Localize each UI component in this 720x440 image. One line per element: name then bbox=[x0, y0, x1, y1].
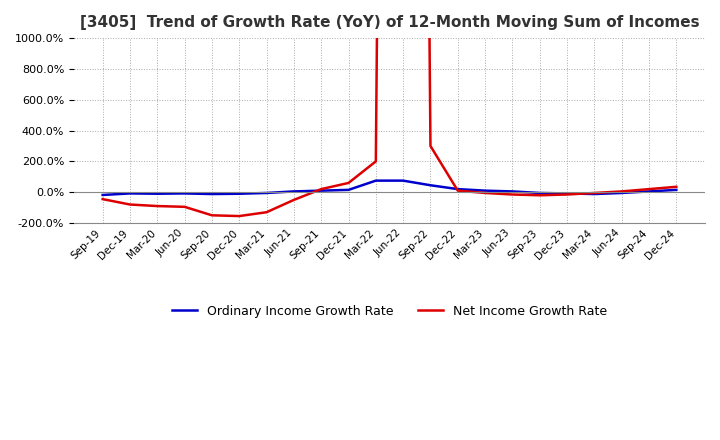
Net Income Growth Rate bbox=[289, 197, 298, 202]
Net Income Growth Rate bbox=[317, 187, 325, 192]
Ordinary Income Growth Rate bbox=[426, 183, 435, 188]
Net Income Growth Rate bbox=[99, 197, 107, 202]
Ordinary Income Growth Rate bbox=[454, 187, 462, 192]
Line: Net Income Growth Rate: Net Income Growth Rate bbox=[103, 0, 676, 216]
Ordinary Income Growth Rate bbox=[536, 191, 544, 196]
Ordinary Income Growth Rate bbox=[207, 191, 216, 197]
Net Income Growth Rate bbox=[262, 209, 271, 215]
Title: [3405]  Trend of Growth Rate (YoY) of 12-Month Moving Sum of Incomes: [3405] Trend of Growth Rate (YoY) of 12-… bbox=[80, 15, 699, 30]
Ordinary Income Growth Rate bbox=[563, 191, 572, 196]
Ordinary Income Growth Rate bbox=[126, 191, 135, 196]
Ordinary Income Growth Rate bbox=[289, 189, 298, 194]
Net Income Growth Rate bbox=[454, 188, 462, 193]
Ordinary Income Growth Rate bbox=[372, 178, 380, 183]
Net Income Growth Rate bbox=[153, 203, 161, 209]
Net Income Growth Rate bbox=[344, 180, 353, 186]
Net Income Growth Rate bbox=[590, 191, 599, 196]
Net Income Growth Rate bbox=[235, 213, 243, 219]
Legend: Ordinary Income Growth Rate, Net Income Growth Rate: Ordinary Income Growth Rate, Net Income … bbox=[166, 300, 612, 323]
Ordinary Income Growth Rate bbox=[153, 191, 161, 196]
Ordinary Income Growth Rate bbox=[508, 189, 517, 194]
Net Income Growth Rate bbox=[372, 159, 380, 164]
Ordinary Income Growth Rate bbox=[590, 191, 599, 197]
Ordinary Income Growth Rate bbox=[344, 187, 353, 193]
Ordinary Income Growth Rate bbox=[672, 187, 680, 193]
Ordinary Income Growth Rate bbox=[644, 189, 653, 194]
Net Income Growth Rate bbox=[563, 192, 572, 197]
Net Income Growth Rate bbox=[481, 191, 490, 196]
Line: Ordinary Income Growth Rate: Ordinary Income Growth Rate bbox=[103, 181, 676, 195]
Net Income Growth Rate bbox=[644, 187, 653, 192]
Net Income Growth Rate bbox=[126, 202, 135, 207]
Net Income Growth Rate bbox=[207, 213, 216, 218]
Net Income Growth Rate bbox=[536, 193, 544, 198]
Ordinary Income Growth Rate bbox=[617, 191, 626, 196]
Ordinary Income Growth Rate bbox=[180, 191, 189, 196]
Net Income Growth Rate bbox=[180, 204, 189, 209]
Ordinary Income Growth Rate bbox=[399, 178, 408, 183]
Net Income Growth Rate bbox=[508, 192, 517, 197]
Ordinary Income Growth Rate bbox=[481, 188, 490, 193]
Net Income Growth Rate bbox=[426, 143, 435, 149]
Ordinary Income Growth Rate bbox=[235, 191, 243, 196]
Ordinary Income Growth Rate bbox=[99, 192, 107, 198]
Ordinary Income Growth Rate bbox=[317, 188, 325, 193]
Net Income Growth Rate bbox=[672, 184, 680, 190]
Ordinary Income Growth Rate bbox=[262, 191, 271, 196]
Net Income Growth Rate bbox=[617, 189, 626, 194]
